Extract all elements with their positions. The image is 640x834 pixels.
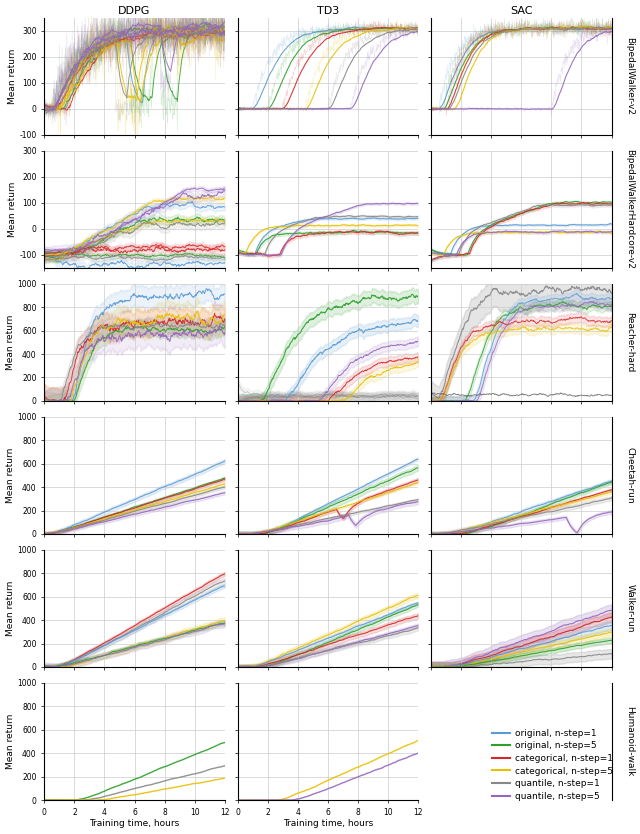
- Legend: original, n-step=1, original, n-step=5, categorical, n-step=1, categorical, n-st: original, n-step=1, original, n-step=5, …: [488, 726, 616, 805]
- X-axis label: Training time, hours: Training time, hours: [90, 820, 180, 828]
- Title: SAC: SAC: [510, 6, 532, 16]
- Y-axis label: Mean return: Mean return: [6, 448, 15, 503]
- Y-axis label: Mean return: Mean return: [8, 182, 17, 237]
- Y-axis label: Mean return: Mean return: [6, 714, 15, 769]
- Title: TD3: TD3: [317, 6, 339, 16]
- Y-axis label: Reacher-hard: Reacher-hard: [625, 312, 634, 373]
- Y-axis label: Walker-run: Walker-run: [625, 584, 634, 633]
- Y-axis label: BipedalWalkerHardcore-v2: BipedalWalkerHardcore-v2: [625, 149, 634, 269]
- Y-axis label: BipedalWalker-v2: BipedalWalker-v2: [625, 38, 634, 115]
- Y-axis label: Mean return: Mean return: [6, 580, 15, 636]
- Y-axis label: Mean return: Mean return: [8, 48, 17, 104]
- Title: DDPG: DDPG: [118, 6, 150, 16]
- Y-axis label: Humanoid-walk: Humanoid-walk: [625, 706, 634, 776]
- Y-axis label: Cheetah-run: Cheetah-run: [625, 447, 634, 504]
- X-axis label: Training time, hours: Training time, hours: [283, 820, 373, 828]
- Y-axis label: Mean return: Mean return: [6, 314, 15, 370]
